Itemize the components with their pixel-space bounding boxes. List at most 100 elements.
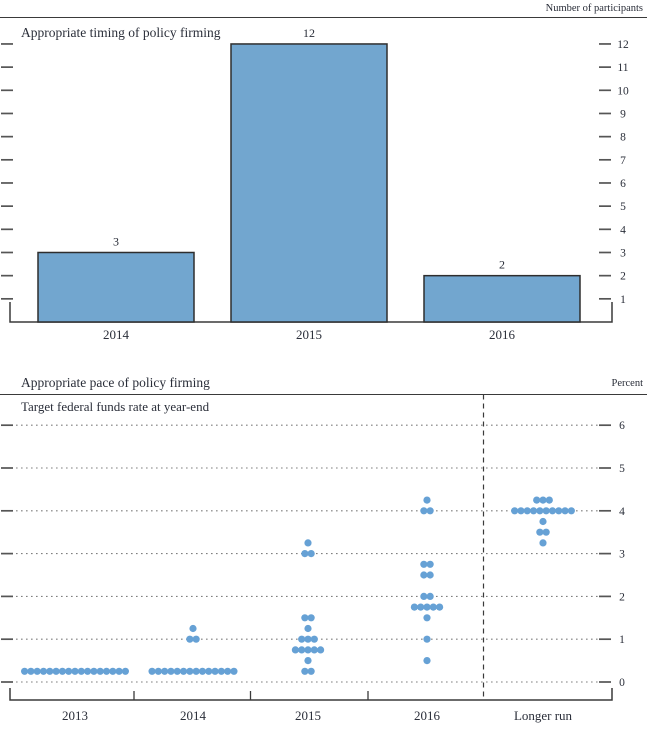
pace-ytick-label: 5 — [619, 463, 625, 475]
projection-dot-2015 — [304, 539, 312, 547]
pace-ytick-label: 4 — [619, 506, 625, 518]
projection-dot-2014 — [205, 667, 213, 675]
projection-dot-2016 — [420, 560, 428, 568]
bar-2014 — [37, 251, 195, 323]
projection-dot-2015 — [301, 614, 309, 622]
projection-dot-2015 — [298, 635, 306, 643]
bar-2015 — [230, 43, 388, 323]
projection-dot-2016 — [426, 571, 434, 579]
projection-dot-2013 — [65, 667, 73, 675]
right-axis-unit-label-percent: Percent — [611, 378, 644, 389]
projection-dot-longer-run — [542, 528, 550, 536]
projection-dot-2013 — [96, 667, 104, 675]
projection-dot-2014 — [179, 667, 188, 675]
projection-dot-2013 — [102, 667, 111, 675]
projection-dot-2014 — [186, 667, 194, 675]
pace-xtick-label: 2015 — [295, 708, 321, 723]
projection-dot-2015 — [307, 550, 315, 558]
pace-xtick-label: 2013 — [62, 708, 88, 723]
projection-dot-2015 — [304, 657, 312, 665]
projection-dot-2014 — [189, 624, 197, 633]
projection-dot-2015 — [310, 646, 318, 654]
projection-dot-longer-run — [539, 539, 547, 547]
projection-dot-2015 — [301, 667, 309, 675]
projection-dot-2013 — [46, 667, 54, 675]
pace-ytick-label: 6 — [619, 420, 625, 432]
projection-dot-2016 — [423, 496, 431, 504]
projection-dot-2014 — [161, 667, 169, 675]
pace-chart-title: Appropriate pace of policy firming — [21, 375, 210, 390]
projection-dot-2013 — [115, 667, 123, 675]
projection-dot-2016 — [423, 657, 431, 665]
timing-ytick-label: 5 — [620, 201, 626, 213]
pace-ytick-label: 1 — [619, 634, 625, 646]
timing-ytick-label: 2 — [620, 271, 626, 283]
projection-dot-2016 — [420, 507, 428, 515]
projection-dot-2013 — [71, 667, 79, 675]
pace-xtick-label: Longer run — [514, 708, 573, 723]
projection-dot-2016 — [429, 603, 437, 611]
projection-dot-2013 — [21, 667, 29, 675]
projection-dot-2016 — [423, 603, 431, 611]
projection-dot-longer-run — [511, 507, 519, 515]
projection-dot-2014 — [186, 635, 194, 643]
projection-dot-2015 — [317, 646, 325, 654]
projection-dot-2014 — [173, 667, 181, 675]
projection-dot-2014 — [192, 667, 200, 675]
projection-dot-longer-run — [539, 517, 547, 526]
top-panel-divider-rule — [0, 17, 647, 18]
timing-ytick-label: 7 — [620, 155, 626, 167]
projection-dot-2016 — [410, 603, 418, 611]
timing-ytick-label: 12 — [617, 39, 629, 51]
projection-dot-2015 — [291, 646, 299, 654]
bar-2016 — [423, 274, 581, 323]
bottom-panel-divider-rule — [0, 394, 647, 395]
projection-dot-2015 — [304, 624, 312, 633]
projection-dot-2014 — [167, 667, 175, 675]
projection-dot-2014 — [198, 667, 207, 675]
projection-dot-2016 — [417, 603, 425, 611]
right-axis-unit-label-participants: Number of participants — [545, 3, 643, 14]
projection-dot-longer-run — [555, 507, 563, 515]
projection-dot-2014 — [224, 667, 232, 675]
projection-dot-longer-run — [567, 507, 575, 515]
pace-x-axis — [9, 688, 613, 701]
pace-xtick-label: 2014 — [180, 708, 207, 723]
pace-xtick-label: 2016 — [414, 708, 441, 723]
timing-ytick-label: 8 — [620, 132, 626, 144]
bar-value-label: 2 — [499, 258, 505, 272]
projection-dot-2013 — [77, 667, 85, 675]
projection-dot-2013 — [121, 667, 129, 675]
projection-dot-2015 — [307, 667, 315, 675]
pace-ytick-label: 2 — [619, 591, 625, 603]
projection-dot-2013 — [58, 667, 66, 675]
bar-value-label: 12 — [303, 26, 315, 40]
projection-dot-2016 — [423, 614, 431, 622]
timing-ytick-label: 4 — [620, 224, 626, 236]
projection-dot-2014 — [230, 667, 238, 675]
projection-dot-2016 — [420, 571, 428, 579]
timing-ytick-label: 1 — [620, 294, 626, 306]
projection-dot-longer-run — [561, 507, 569, 515]
projection-dot-longer-run — [529, 507, 538, 515]
projection-dot-2016 — [426, 592, 434, 601]
projection-dot-longer-run — [539, 496, 547, 504]
projection-dot-2016 — [423, 635, 431, 643]
projection-dot-longer-run — [536, 507, 544, 515]
projection-dot-longer-run — [533, 496, 541, 504]
projection-dot-longer-run — [536, 528, 544, 536]
projection-dot-2014 — [192, 635, 200, 643]
timing-ytick-label: 3 — [620, 247, 626, 259]
bar-value-label: 3 — [113, 234, 119, 248]
projection-dot-2013 — [52, 667, 60, 675]
target-rate-annotation: Target federal funds rate at year-end — [21, 399, 210, 414]
timing-xtick-label: 2014 — [103, 327, 130, 342]
pace-ytick-label: 0 — [619, 677, 625, 689]
projection-dot-longer-run — [542, 507, 550, 515]
projection-dot-2013 — [90, 667, 98, 675]
projection-dot-2013 — [39, 667, 48, 675]
projection-dot-2016 — [426, 507, 434, 515]
projection-dot-2016 — [436, 603, 444, 611]
projection-dot-2013 — [84, 667, 92, 675]
